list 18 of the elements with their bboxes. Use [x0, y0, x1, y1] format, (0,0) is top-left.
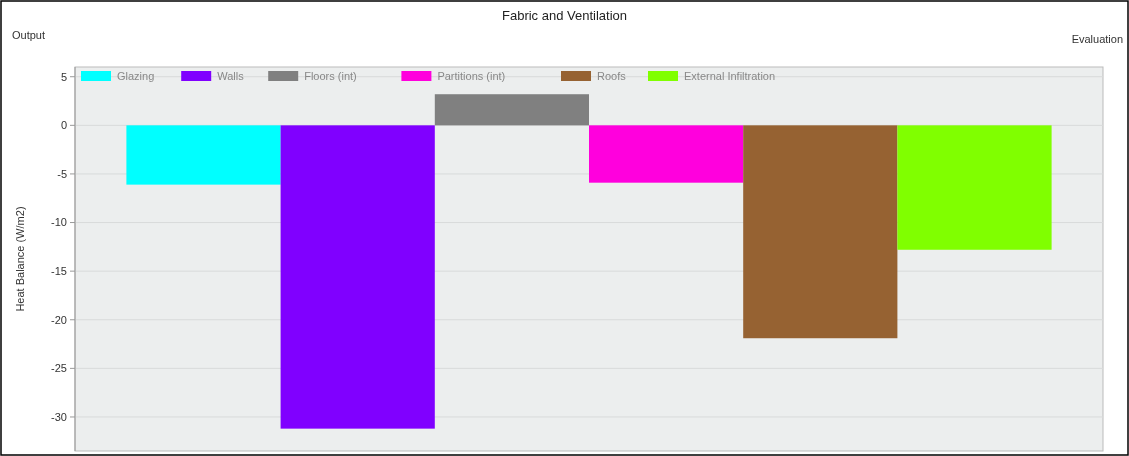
y-tick-label: -15	[51, 265, 67, 277]
y-tick-label: 0	[60, 119, 67, 132]
y-tick-label: -30	[51, 410, 67, 423]
legend-label: Glazing	[117, 70, 155, 82]
legend-label: External Infiltration	[684, 70, 776, 82]
legend-label: Floors (int)	[304, 70, 357, 82]
legend-label: Walls	[217, 70, 245, 82]
y-tick-label: -5	[57, 167, 67, 180]
legend-label: Partitions (int)	[437, 70, 506, 82]
y-tick-label: -10	[51, 216, 67, 229]
text: Evaluation	[1071, 33, 1123, 45]
y-tick-label: 5	[60, 70, 67, 83]
y-axis-title: Heat Balance (W/m2)	[14, 206, 26, 312]
y-tick-label: -20	[51, 313, 67, 326]
y-tick-label: -25	[51, 362, 67, 375]
legend-label: Roofs	[597, 70, 627, 82]
chart-title: Fabric and Ventilation	[501, 8, 628, 23]
text: Output	[12, 29, 46, 41]
